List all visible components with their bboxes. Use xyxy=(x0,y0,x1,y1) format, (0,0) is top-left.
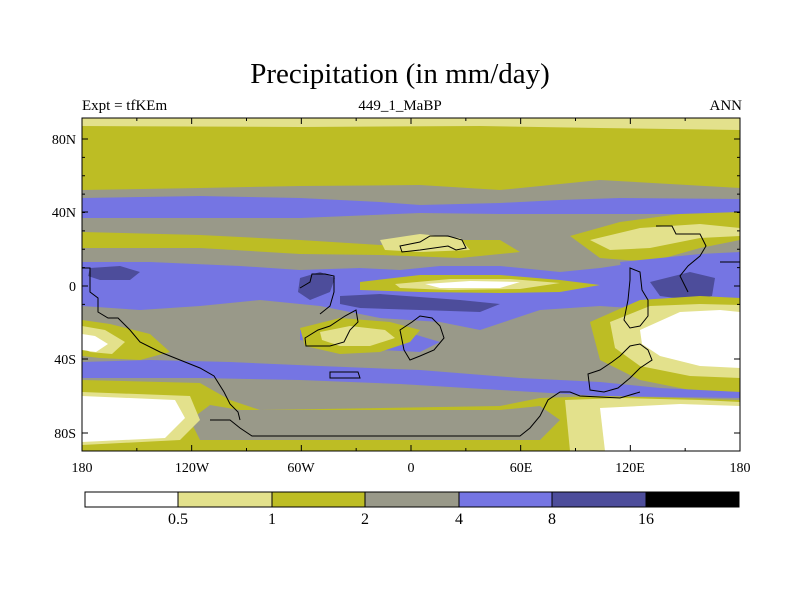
lon-label-60w: 60W xyxy=(287,461,315,476)
band-0-05-equatorial-atlantic xyxy=(425,281,520,288)
lon-label-120e: 120E xyxy=(615,461,645,476)
lon-label-180e: 180 xyxy=(730,461,751,476)
period-label: 449_1_MaBP xyxy=(358,98,442,114)
lat-label-eq: 0 xyxy=(69,280,76,295)
precipitation-field xyxy=(82,118,740,451)
coastline-south-pacific-island xyxy=(329,371,361,379)
band-0-05-australia xyxy=(640,310,740,368)
lon-label-0: 0 xyxy=(408,461,415,476)
coastline-australia-west xyxy=(587,343,653,393)
band-4-8-storm-track-south xyxy=(82,360,740,398)
colorbar-label-1: 1 xyxy=(268,511,276,528)
colorbar: 0.5 1 2 4 8 16 xyxy=(84,491,740,528)
colorbar-box-5 xyxy=(458,491,553,508)
lon-label-60e: 60E xyxy=(510,461,533,476)
colorbar-label-4: 4 xyxy=(455,511,463,528)
colorbar-label-8: 8 xyxy=(548,511,556,528)
band-0-05-southwest-pacific xyxy=(82,334,108,352)
colorbar-box-1 xyxy=(84,491,179,508)
lat-label-40n: 40N xyxy=(52,206,76,221)
lon-label-120w: 120W xyxy=(175,461,210,476)
coastline-southern-africa xyxy=(399,315,445,361)
band-4-8-tropics xyxy=(82,256,740,330)
band-4-8-storm-track-north xyxy=(82,196,740,218)
band-8-16-amazon xyxy=(298,272,335,300)
lat-label-80s: 80S xyxy=(54,427,76,442)
colorbar-box-2 xyxy=(177,491,273,508)
coastline-antarctica xyxy=(210,391,641,437)
band-8-16-africa xyxy=(340,294,500,312)
lat-label-80n: 80N xyxy=(52,133,76,148)
colorbar-label-2: 2 xyxy=(361,511,369,528)
colorbar-box-3 xyxy=(271,491,366,508)
band-8-16-pacific xyxy=(88,266,140,280)
band-8-16-west-pacific xyxy=(650,272,715,300)
band-0-05-antarctic-east xyxy=(600,404,740,451)
band-2-4-antarctic-interior xyxy=(190,405,560,440)
coastline-east-asia xyxy=(656,225,707,293)
band-05-1-atlantic-north xyxy=(380,234,470,252)
coastline-africa xyxy=(299,273,335,315)
band-05-1-asia xyxy=(590,224,740,250)
experiment-label: Expt = tfKEm xyxy=(82,98,168,114)
lon-label-180w: 180 xyxy=(72,461,93,476)
coastline-maritime-continent xyxy=(623,267,649,329)
season-label: ANN xyxy=(709,98,743,114)
coastline-south-atlantic-islands xyxy=(304,309,359,347)
plot-title: Precipitation (in mm/day) xyxy=(250,58,550,90)
colorbar-label-16: 16 xyxy=(638,511,654,528)
axis-ticks xyxy=(81,118,741,451)
colorbar-label-05: 0.5 xyxy=(168,511,188,528)
colorbar-box-6 xyxy=(551,491,647,508)
band-0-05-antarctic-west xyxy=(82,396,185,442)
coastlines xyxy=(82,225,740,437)
coastline-south-america xyxy=(82,267,241,421)
band-05-1-south-atlantic xyxy=(320,326,395,346)
coastline-asia xyxy=(399,235,467,253)
colorbar-box-4 xyxy=(364,491,460,508)
lat-label-40s: 40S xyxy=(54,353,76,368)
colorbar-box-7 xyxy=(645,491,740,508)
band-1-2-arctic xyxy=(82,118,740,190)
